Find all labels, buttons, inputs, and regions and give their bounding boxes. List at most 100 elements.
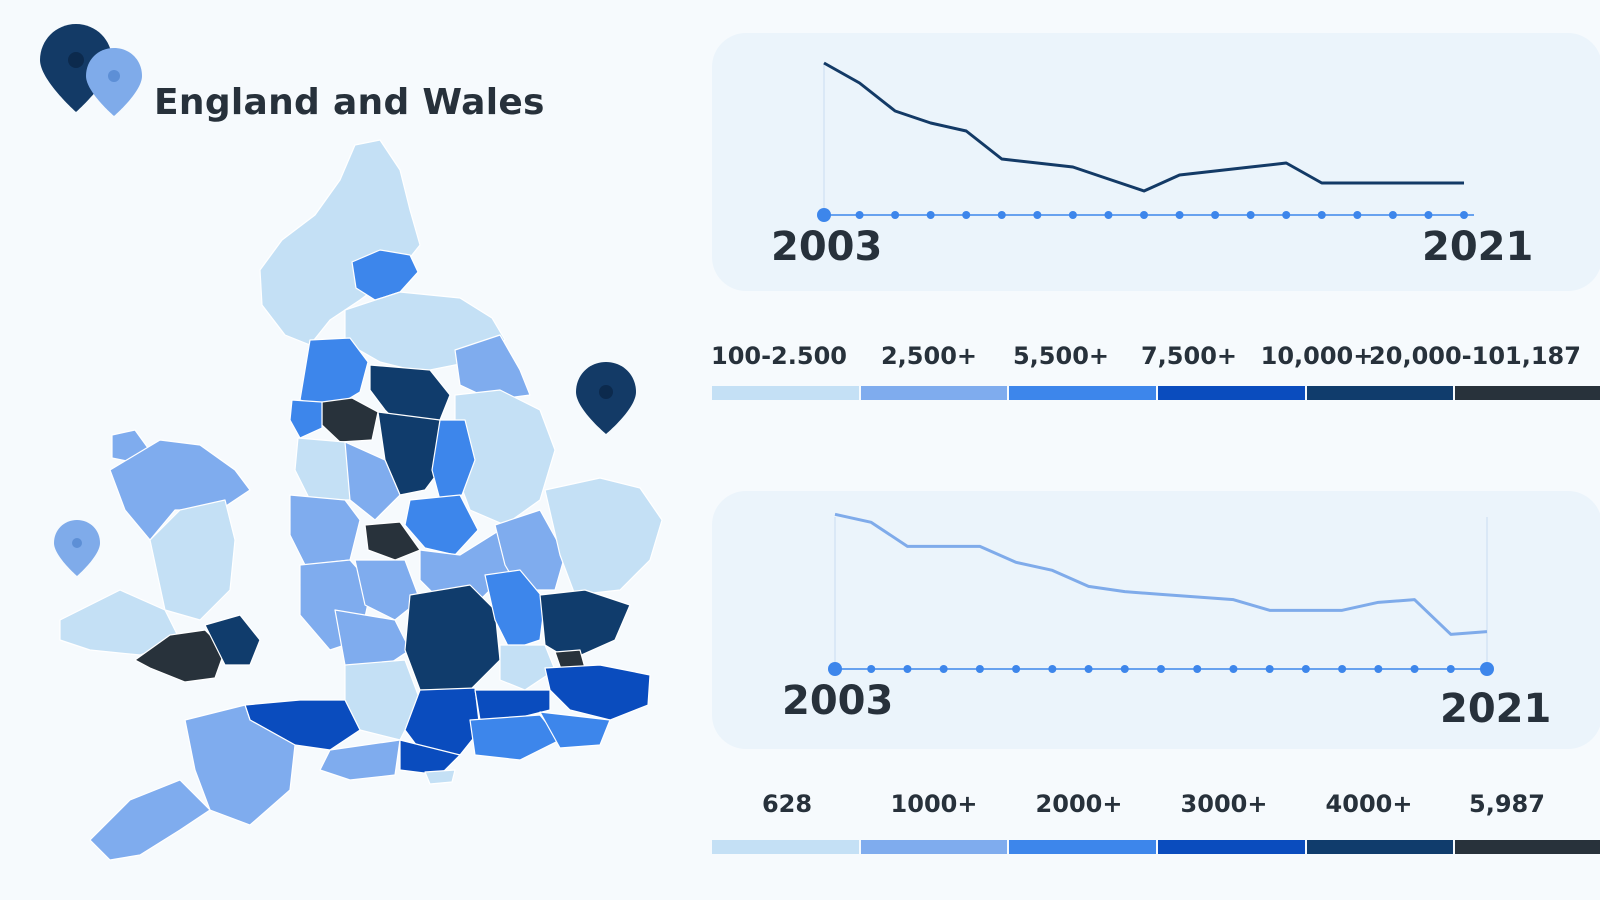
region-gwynedd [109, 439, 251, 541]
x-axis-tick-2004 [855, 211, 864, 219]
region-gloucestershire [334, 609, 411, 671]
x-axis-tick-2017 [1317, 211, 1326, 219]
x-axis-tick-2007 [962, 211, 971, 219]
region-shropshire [289, 494, 361, 566]
legend1-swatch-2 [860, 386, 1008, 400]
legend-2: 628 1000+ 2000+ 3000+ 4000+ 5,987 [712, 790, 1600, 854]
chart2-end-year: 2021 [1440, 686, 1552, 732]
region-isle-of-wight [424, 769, 456, 785]
region-kent [544, 664, 651, 721]
region-gwent [204, 614, 261, 666]
x-axis-tick-2008 [1012, 665, 1021, 673]
region-powys [149, 499, 236, 621]
region-essex [539, 589, 631, 661]
x-axis-tick-2015 [1246, 211, 1255, 219]
x-axis-tick-2003 [828, 662, 842, 676]
series-line [834, 512, 1488, 636]
x-axis-tick-2020 [1424, 211, 1433, 219]
legend2-swatch-2 [860, 840, 1008, 854]
legend1-label-2: 2,500+ [880, 342, 978, 370]
x-axis-tick-2011 [1120, 665, 1129, 673]
x-axis-tick-2010 [1084, 665, 1093, 673]
series-line [823, 61, 1464, 193]
x-axis-tick-2005 [903, 665, 912, 673]
x-axis-tick-2007 [975, 665, 984, 673]
chart1-end-year: 2021 [1422, 224, 1534, 270]
legend1-label-3: 5,500+ [1012, 342, 1110, 370]
region-lancashire [299, 337, 369, 411]
legend-1: 100-2.500 2,500+ 5,500+ 7,500+ 10,000+ 2… [711, 342, 1600, 400]
x-axis-tick-2012 [1157, 665, 1165, 673]
x-axis-tick-2017 [1338, 665, 1347, 673]
legend1-swatch-6 [1455, 386, 1600, 400]
region-nottinghamshire [431, 419, 476, 501]
region-warwickshire [354, 559, 421, 621]
legend1-swatch-3 [1009, 386, 1157, 400]
region-merseyside [289, 399, 323, 439]
legend2-label-2: 1000+ [890, 790, 978, 818]
location-pin-icon [576, 362, 636, 434]
x-axis-tick-2018 [1374, 665, 1383, 673]
x-axis-tick-2011 [1104, 211, 1113, 219]
legend2-label-6: 5,987 [1469, 790, 1545, 818]
line-chart-2 [828, 512, 1494, 676]
x-axis-tick-2005 [891, 211, 900, 219]
region-cornwall [89, 779, 211, 861]
chart2-start-year: 2003 [782, 678, 894, 724]
legend2-label-1: 628 [761, 790, 813, 818]
trend-chart-card-1 [712, 33, 1600, 291]
legend1-swatch-5 [1306, 386, 1454, 400]
legend2-label-3: 2000+ [1035, 790, 1123, 818]
legend2-swatch-4 [1158, 840, 1305, 854]
region-tyne-wear [351, 249, 419, 301]
x-axis-tick-2006 [939, 665, 948, 673]
legend2-swatch-6 [1455, 840, 1600, 854]
x-axis-tick-2021 [1460, 211, 1468, 219]
region-cumbria [259, 139, 421, 346]
x-axis-tick-2004 [867, 665, 876, 673]
x-axis-tick-2006 [926, 211, 935, 219]
x-axis-tick-2003 [817, 208, 831, 222]
trend-chart-card-2 [712, 491, 1600, 749]
legend1-swatch-4 [1158, 386, 1305, 400]
x-axis-tick-2021 [1480, 662, 1494, 676]
region-bedfordshire [484, 569, 546, 651]
legend1-label-4: 7,500+ [1140, 342, 1238, 370]
x-axis-tick-2015 [1265, 665, 1274, 673]
region-cambridgeshire [494, 509, 566, 591]
region-dorset [319, 739, 401, 781]
x-axis-tick-2009 [1048, 665, 1057, 673]
region-norfolk [544, 477, 663, 596]
chart1-start-year: 2003 [771, 224, 883, 270]
region-south-wales-valleys [134, 629, 226, 683]
region-west-sussex [469, 714, 561, 761]
legend2-swatch-3 [1009, 840, 1157, 854]
x-axis-tick-2019 [1388, 211, 1397, 219]
england-wales-choropleth-map [59, 139, 663, 861]
x-axis-tick-2009 [1033, 211, 1042, 219]
legend2-swatch-5 [1306, 840, 1454, 854]
legend2-label-5: 4000+ [1325, 790, 1413, 818]
region-hertfordshire [499, 644, 556, 691]
page-title: England and Wales [154, 82, 545, 123]
x-axis-tick-2013 [1175, 211, 1184, 219]
x-axis-tick-2012 [1140, 211, 1148, 219]
legend1-label-5: 10,000+ [1260, 342, 1374, 370]
region-greater-manchester [321, 397, 379, 443]
x-axis-tick-2016 [1301, 665, 1310, 673]
region-oxfordshire-bucks [404, 584, 501, 691]
legend1-label-6: 20,000-101,187 [1369, 342, 1581, 370]
region-east-sussex [539, 711, 611, 749]
region-birmingham [364, 521, 421, 561]
x-axis-tick-2008 [997, 211, 1006, 219]
x-axis-tick-2020 [1446, 665, 1455, 673]
location-pin-icon-light [86, 48, 142, 116]
x-axis-tick-2014 [1229, 665, 1238, 673]
legend1-label-1: 100-2.500 [711, 342, 847, 370]
line-chart-1 [817, 61, 1474, 222]
legend2-swatch-1 [712, 840, 859, 854]
legend2-label-4: 3000+ [1180, 790, 1268, 818]
region-devon [184, 704, 296, 826]
region-sussex [474, 689, 551, 721]
location-pin-icon [54, 520, 100, 576]
